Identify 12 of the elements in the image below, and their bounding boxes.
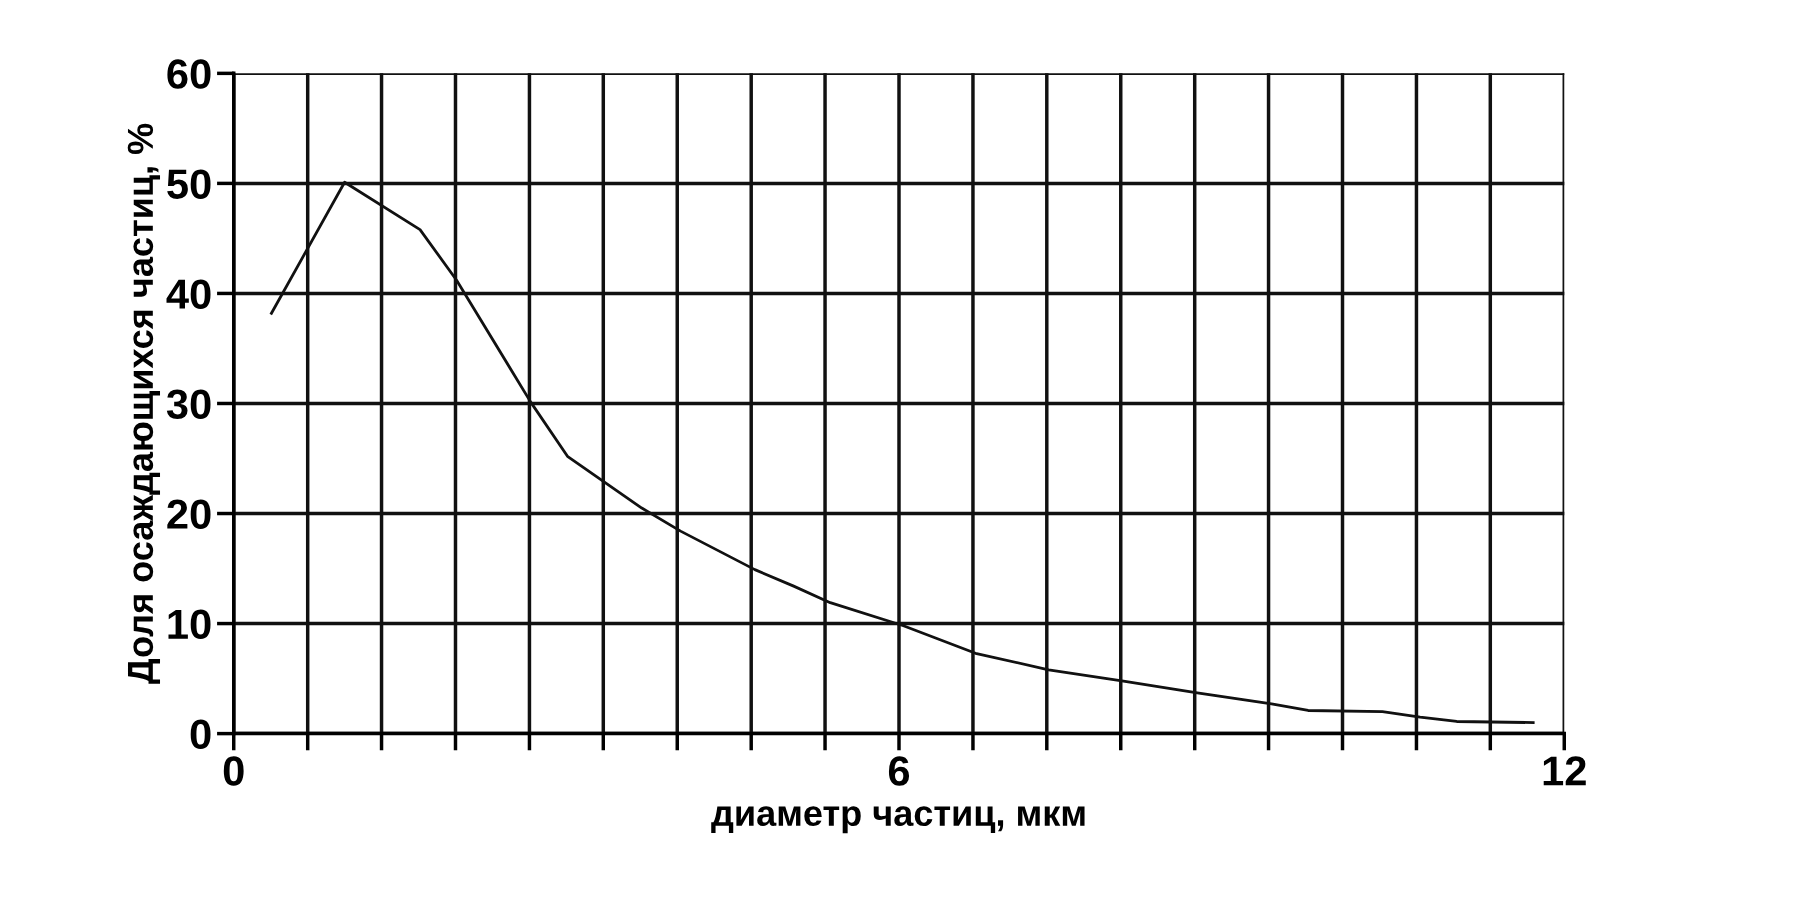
y-tick-label: 60 (167, 59, 211, 89)
y-tick-label: 20 (167, 499, 211, 530)
x-axis-title: диаметр частиц, мкм (711, 806, 1085, 834)
y-axis-title: Доля осаждающихся частиц, % (127, 123, 161, 684)
y-tick-label: 50 (167, 169, 211, 199)
y-tick-label: 40 (166, 279, 211, 309)
y-tick-label: 0 (190, 719, 211, 750)
x-tick-label: 0 (223, 756, 244, 786)
y-tick-label: 10 (168, 609, 211, 640)
x-tick-label: 6 (888, 756, 910, 786)
x-tick-label: 12 (1543, 756, 1586, 786)
y-tick-label: 30 (166, 389, 211, 420)
